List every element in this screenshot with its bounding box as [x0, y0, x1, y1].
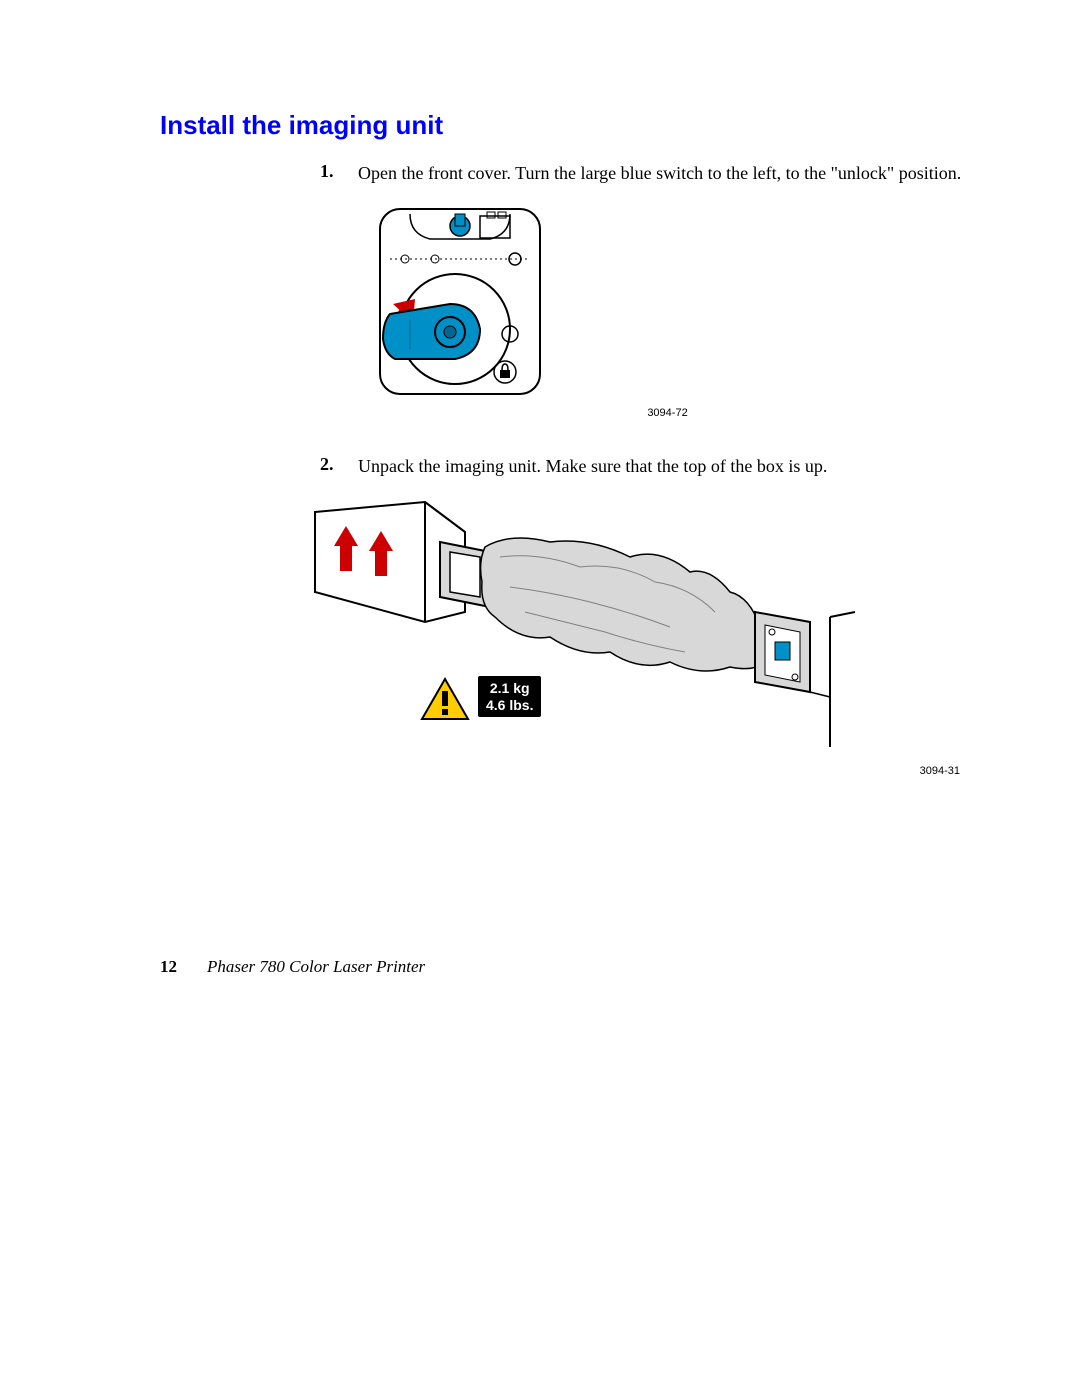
figure-1-caption: 3094-72	[355, 407, 980, 419]
step-2: 2. Unpack the imaging unit. Make sure th…	[320, 454, 980, 479]
figure-1-container: 3094-72	[355, 204, 980, 419]
weight-lbs: 4.6 lbs.	[486, 697, 533, 714]
page-container: Install the imaging unit 1. Open the fro…	[0, 0, 1080, 1397]
figure-1-illustration	[355, 204, 565, 399]
figure-2-caption: 3094-31	[310, 765, 960, 777]
warning-icon	[420, 677, 470, 722]
step-text-2: Unpack the imaging unit. Make sure that …	[358, 454, 827, 479]
weight-kg: 2.1 kg	[486, 680, 533, 697]
page-title: Install the imaging unit	[160, 110, 980, 141]
figure-2-container: 2.1 kg 4.6 lbs. 3094-31	[310, 497, 980, 777]
footer-text: Phaser 780 Color Laser Printer	[207, 957, 425, 977]
page-number: 12	[160, 957, 177, 977]
weight-badge: 2.1 kg 4.6 lbs.	[478, 676, 541, 718]
step-number-1: 1.	[320, 161, 344, 186]
step-1: 1. Open the front cover. Turn the large …	[320, 161, 980, 186]
figure-2-illustration: 2.1 kg 4.6 lbs.	[310, 497, 870, 757]
step-number-2: 2.	[320, 454, 344, 479]
page-footer: 12 Phaser 780 Color Laser Printer	[160, 957, 425, 977]
step-text-1: Open the front cover. Turn the large blu…	[358, 161, 961, 186]
